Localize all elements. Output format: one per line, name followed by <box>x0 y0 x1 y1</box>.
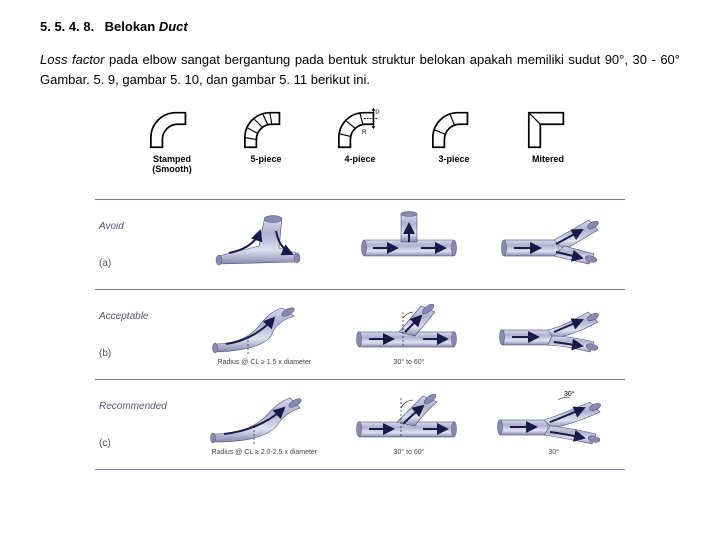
svg-text:30°: 30° <box>564 390 575 398</box>
pipe-avoid-tee <box>344 204 475 287</box>
duct-recommendation-figure: Avoid (a) <box>95 199 625 470</box>
elbow-mitered-icon <box>519 105 577 153</box>
pipe-rec-elbow: Radius @ CL ≥ 2.0-2.5 x diameter <box>199 384 330 467</box>
elbow-label: Mitered <box>532 155 564 165</box>
caption: 30° <box>548 449 559 465</box>
elbow-5piece: 5-piece <box>231 105 301 175</box>
caption: Radius @ CL ≥ 1.5 x diameter <box>218 359 312 375</box>
elbow-4piece: R D 4-piece <box>325 105 395 175</box>
pipe-avoid-elbow <box>199 204 330 287</box>
row-label: Avoid <box>99 221 185 232</box>
row-acceptable: Acceptable (b) Radius @ CL ≥ 1.5 x diame… <box>95 289 625 379</box>
section-heading: 5. 5. 4. 8. Belokan Duct <box>40 18 680 36</box>
caption: 30° to 60° <box>394 449 425 465</box>
elbow-stamped: Stamped (Smooth) <box>137 105 207 175</box>
pipe-acc-branch: 30° to 60° <box>344 294 475 377</box>
elbow-label: 4-piece <box>344 155 375 165</box>
row-label: Recommended <box>99 401 185 412</box>
pipe-rec-branch: 30° to 60° <box>344 384 475 467</box>
caption: 30° to 60° <box>394 359 425 375</box>
elbow-stamped-icon <box>143 105 201 153</box>
section-title: Belokan Duct <box>105 19 188 34</box>
row-label: Acceptable <box>99 311 185 322</box>
row-letter: (b) <box>99 348 185 359</box>
row-recommended: Recommended (c) Radius @ CL ≥ 2.0-2.5 x … <box>95 379 625 469</box>
body-paragraph: Loss factor pada elbow sangat bergantung… <box>40 50 680 89</box>
elbow-label: 3-piece <box>438 155 469 165</box>
pipe-acc-elbow: Radius @ CL ≥ 1.5 x diameter <box>199 294 330 377</box>
elbow-4piece-icon: R D <box>331 105 389 153</box>
elbow-5piece-icon <box>237 105 295 153</box>
elbow-3piece: 3-piece <box>419 105 489 175</box>
elbow-mitered: Mitered <box>513 105 583 175</box>
elbow-label: Stamped (Smooth) <box>137 155 207 175</box>
elbow-label: 5-piece <box>250 155 281 165</box>
row-letter: (a) <box>99 258 185 269</box>
svg-text:D: D <box>375 110 379 116</box>
svg-text:R: R <box>362 129 367 136</box>
pipe-acc-wye <box>488 294 619 377</box>
elbow-types-figure: Stamped (Smooth) 5-piece R D 4-piece <box>40 105 680 175</box>
elbow-3piece-icon <box>425 105 483 153</box>
section-number: 5. 5. 4. 8. <box>40 19 94 34</box>
row-letter: (c) <box>99 438 185 449</box>
pipe-avoid-wye <box>488 204 619 287</box>
caption: Radius @ CL ≥ 2.0-2.5 x diameter <box>212 449 318 465</box>
row-avoid: Avoid (a) <box>95 199 625 289</box>
pipe-rec-wye: 30° 30° <box>488 384 619 467</box>
